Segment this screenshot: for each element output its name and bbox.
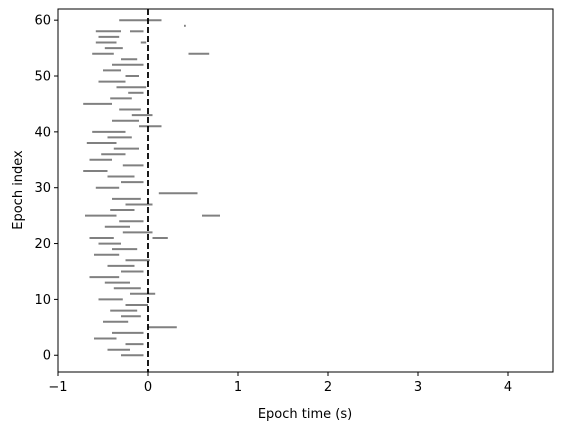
y-tick-label: 0	[43, 349, 51, 364]
y-tick-label: 40	[34, 125, 51, 140]
x-tick-label: 1	[234, 380, 242, 395]
y-axis-ticks: 0 10 20 30 40 50 60	[34, 14, 58, 364]
x-axis-ticks: −1 0 1 2 3 4	[48, 372, 512, 395]
plot-frame	[57, 8, 554, 373]
plot-area	[57, 8, 554, 373]
x-tick-label: −1	[48, 380, 67, 395]
y-tick-label: 20	[34, 237, 51, 252]
x-tick-label: 3	[414, 380, 422, 395]
x-tick-label: 0	[144, 380, 152, 395]
x-tick-label: 4	[504, 380, 512, 395]
y-tick-label: 60	[34, 14, 51, 29]
y-tick-label: 50	[34, 70, 51, 85]
y-axis-label: Epoch index	[11, 150, 26, 230]
y-tick-label: 10	[34, 293, 51, 308]
x-axis-label: Epoch time (s)	[258, 407, 352, 422]
segments-group	[83, 19, 220, 357]
y-tick-label: 30	[34, 181, 51, 196]
x-tick-label: 2	[324, 380, 332, 395]
